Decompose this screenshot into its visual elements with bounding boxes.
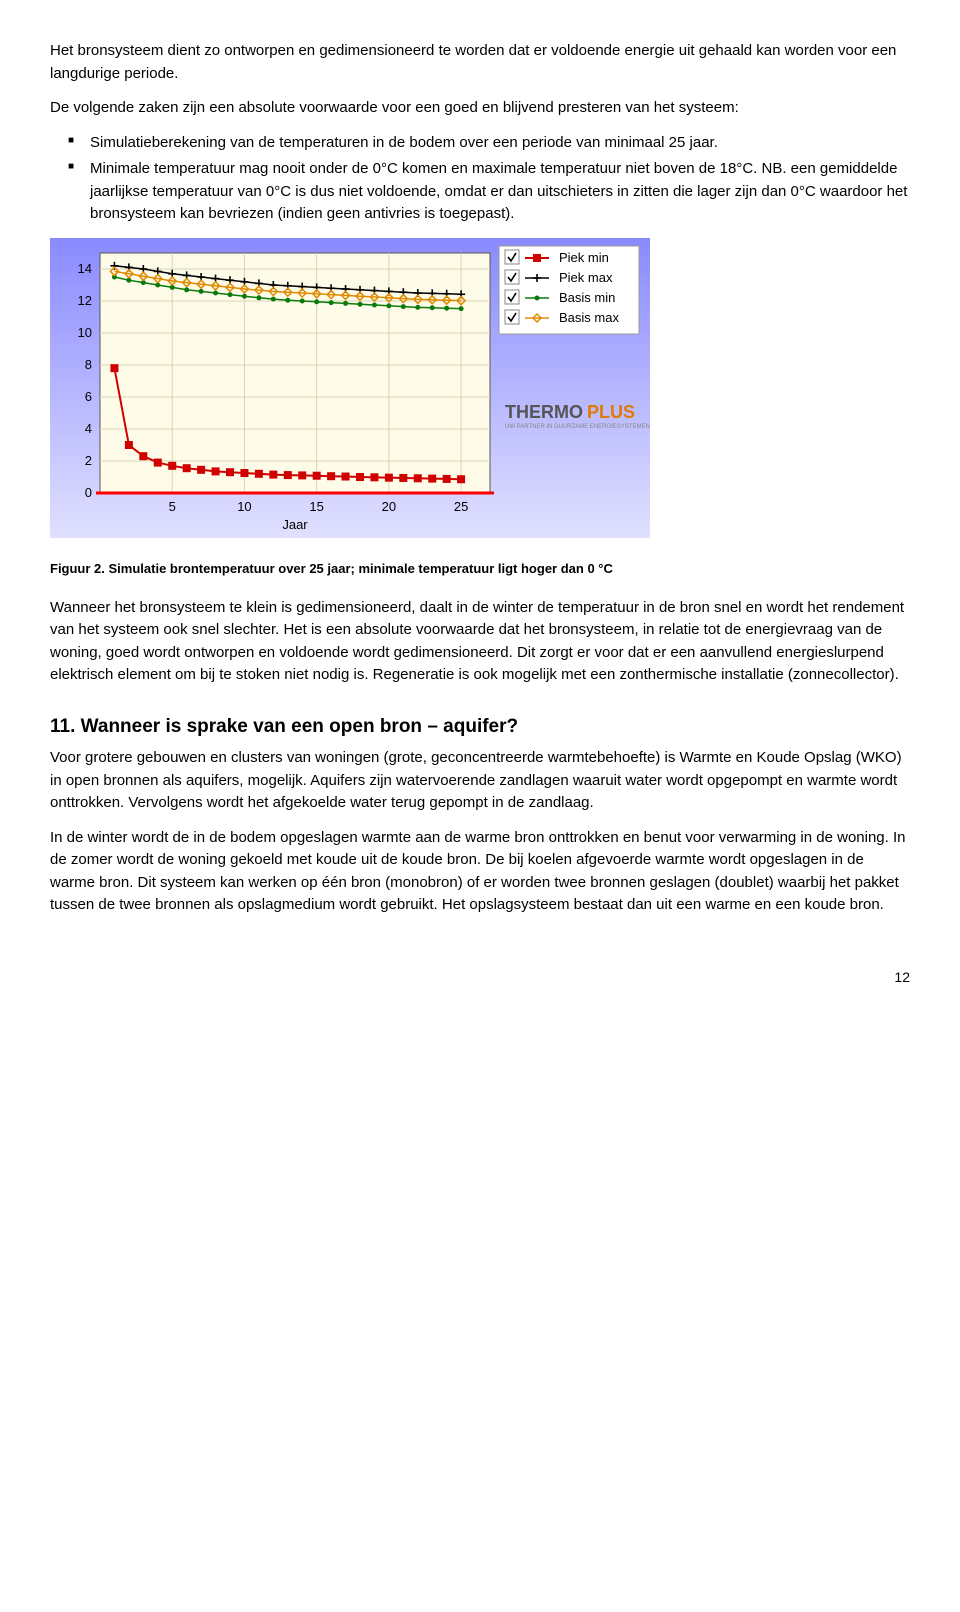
svg-text:PLUS: PLUS [587,402,635,422]
svg-text:THERMO: THERMO [505,402,583,422]
svg-text:25: 25 [454,499,468,514]
list-item: Simulatieberekening van de temperaturen … [90,132,910,155]
body-para-3: In de winter wordt de in de bodem opgesl… [50,827,910,917]
svg-text:Piek min: Piek min [559,250,609,265]
svg-text:Jaar: Jaar [282,517,308,532]
svg-text:Basis max: Basis max [559,310,619,325]
page-number: 12 [50,967,910,988]
svg-text:Piek max: Piek max [559,270,613,285]
svg-text:12: 12 [78,293,92,308]
chart-svg: 0 2 4 6 8 10 12 14 5 10 15 20 25 Jaar Piek min Piek max… [50,238,650,538]
svg-text:0: 0 [85,485,92,500]
figure-caption: Figuur 2. Simulatie brontemperatuur over… [50,559,910,579]
svg-text:UW PARTNER IN DUURZAME ENERGIE: UW PARTNER IN DUURZAME ENERGIESYSTEMEN [505,424,650,430]
intro-para-2: De volgende zaken zijn een absolute voor… [50,97,910,120]
svg-text:10: 10 [78,325,92,340]
svg-text:14: 14 [78,261,92,276]
section-heading-11: 11. Wanneer is sprake van een open bron … [50,713,910,742]
requirements-list: Simulatieberekening van de temperaturen … [50,132,910,226]
body-para-1: Wanneer het bronsysteem te klein is gedi… [50,597,910,687]
svg-text:5: 5 [169,499,176,514]
list-item: Minimale temperatuur mag nooit onder de … [90,158,910,226]
intro-para-1: Het bronsysteem dient zo ontworpen en ge… [50,40,910,85]
svg-text:2: 2 [85,453,92,468]
body-para-2: Voor grotere gebouwen en clusters van wo… [50,747,910,815]
svg-text:10: 10 [237,499,251,514]
svg-text:20: 20 [382,499,396,514]
svg-text:4: 4 [85,421,92,436]
svg-text:8: 8 [85,357,92,372]
svg-text:6: 6 [85,389,92,404]
svg-text:Basis min: Basis min [559,290,615,305]
simulation-chart: 0 2 4 6 8 10 12 14 5 10 15 20 25 Jaar Piek min Piek max… [50,238,910,546]
svg-text:15: 15 [309,499,323,514]
